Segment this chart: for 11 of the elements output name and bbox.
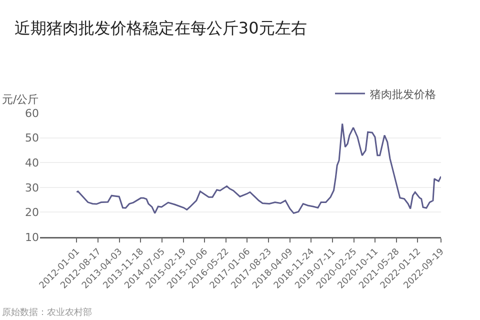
y-axis-title: 元/公斤 bbox=[2, 93, 39, 106]
y-tick-label: 50 bbox=[25, 132, 39, 145]
legend-label: 猪肉批发价格 bbox=[370, 88, 436, 101]
y-tick-label: 40 bbox=[25, 156, 39, 170]
y-tick-label: 20 bbox=[25, 206, 39, 220]
chart-title: 近期猪肉批发价格稳定在每公斤30元左右 bbox=[14, 18, 307, 38]
text: 原始数据：农业农村部 bbox=[2, 307, 92, 318]
line-series bbox=[76, 122, 441, 214]
y-tick-label: 30 bbox=[25, 181, 39, 194]
y-tick-label: 60 bbox=[25, 106, 39, 120]
y-tick-label: 10 bbox=[25, 230, 39, 244]
